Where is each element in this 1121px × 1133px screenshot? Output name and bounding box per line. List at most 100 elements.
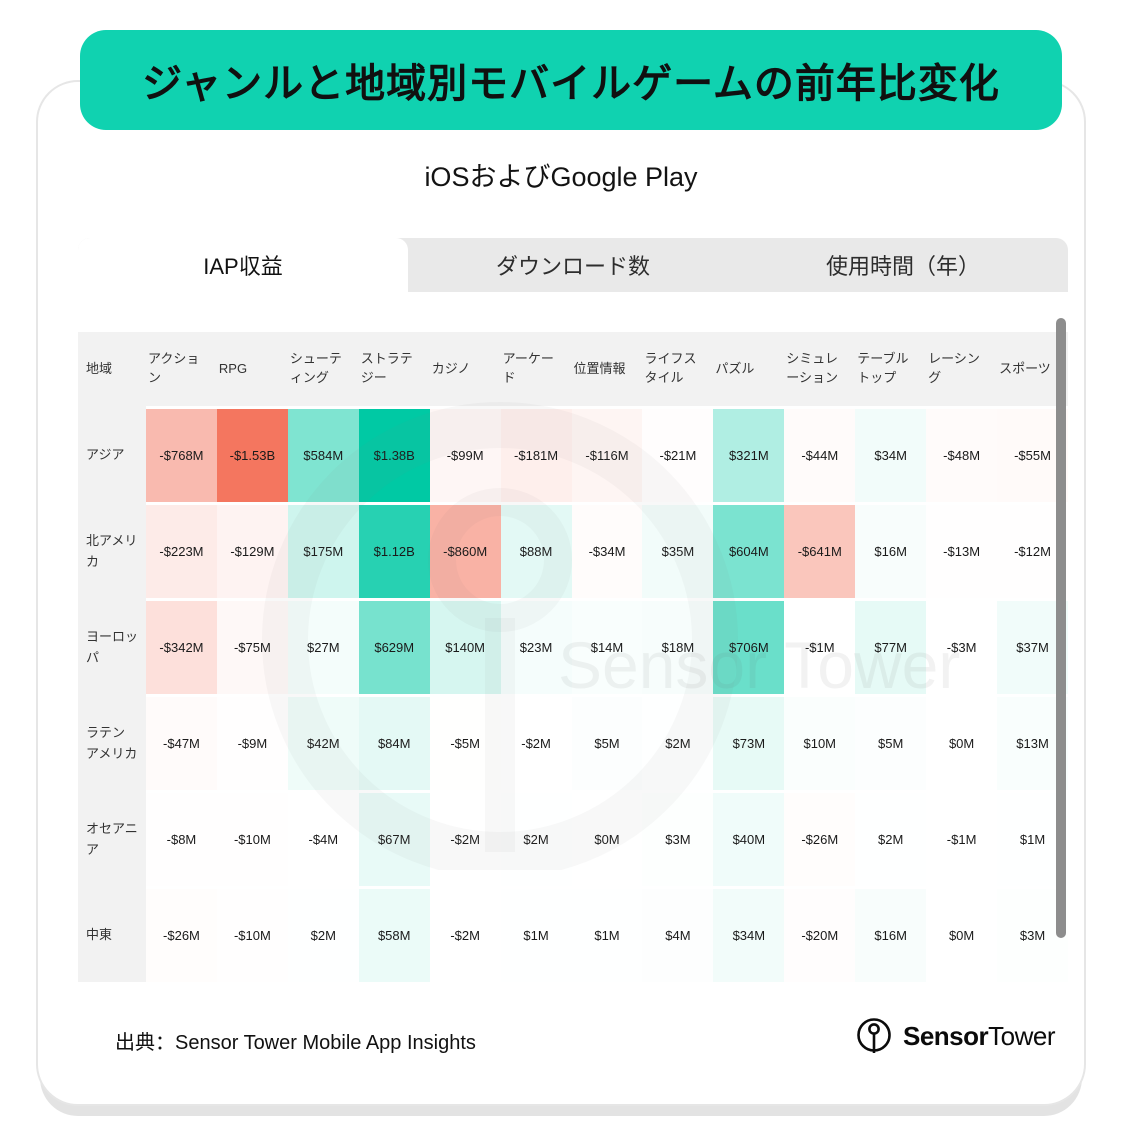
heatmap-cell: -$1M [926, 793, 998, 886]
region-column-background [78, 332, 146, 982]
column-header: シミュレーション [786, 351, 839, 385]
heatmap-cell: -$26M [146, 889, 217, 982]
column-header: ライフスタイル [644, 351, 697, 385]
heatmap-cell: $140M [429, 601, 501, 694]
heatmap-cell: $629M [358, 601, 430, 694]
heatmap-cell: -$116M [571, 409, 643, 502]
heatmap-cell: -$342M [146, 601, 217, 694]
heatmap-cell: $5M [855, 697, 927, 790]
heatmap-cell: $27M [287, 601, 359, 694]
row-label: 北アメリカ [86, 533, 138, 569]
heatmap-cell: $706M [713, 601, 785, 694]
heatmap-cell: -$26M [784, 793, 856, 886]
heatmap-cell: -$768M [146, 409, 217, 502]
tab-downloads[interactable]: ダウンロード数 [495, 254, 650, 279]
table-row: ラテンアメリカ -$47M -$9M $42M $84M -$5M -$2M $5M $2M $7… [78, 697, 1068, 790]
heatmap-cell: -$2M [429, 793, 501, 886]
heatmap-cell: -$4M [287, 793, 359, 886]
column-header: カジノ [431, 360, 471, 376]
heatmap-cell: $0M [926, 697, 998, 790]
heatmap-cell: -$1.53B [216, 409, 288, 502]
table-row: オセアニア -$8M -$10M -$4M $67M -$2M $2M $0M $3M $40M -… [78, 793, 1068, 886]
heatmap-cell: $88M [500, 505, 572, 598]
heatmap-cell: $5M [571, 697, 643, 790]
heatmap-cell: -$223M [146, 505, 217, 598]
heatmap-cell: -$181M [500, 409, 572, 502]
heatmap-cell: $0M [571, 793, 643, 886]
heatmap-cell: $16M [855, 889, 927, 982]
heatmap-cell: $67M [358, 793, 430, 886]
row-label: ヨーロッパ [86, 629, 139, 665]
column-header: アクション [148, 351, 200, 385]
subtitle: iOSおよびGoogle Play [424, 162, 698, 192]
table-row: 中東 -$26M -$10M $2M $58M -$2M $1M $1M $4M $34M -$20… [78, 889, 1068, 982]
heatmap-cell: $42M [287, 697, 359, 790]
heatmap-cell: $73M [713, 697, 785, 790]
column-header: RPG [218, 360, 248, 376]
heatmap-cell: $2M [287, 889, 359, 982]
heatmap-cell: $35M [642, 505, 714, 598]
heatmap-cell: $34M [855, 409, 927, 502]
heatmap-cell: -$44M [784, 409, 856, 502]
heatmap-cell: $321M [713, 409, 785, 502]
heatmap-cell: -$5M [429, 697, 501, 790]
sensor-tower-logo: SensorTower [854, 1016, 1056, 1056]
row-label: アジア [86, 447, 125, 463]
heatmap-cell: $2M [855, 793, 927, 886]
column-header: 位置情報 [573, 360, 626, 376]
heatmap-cell: -$99M [429, 409, 501, 502]
heatmap-cell: -$75M [216, 601, 288, 694]
tab-usage-time[interactable]: 使用時間（年） [825, 254, 980, 279]
table-header: 地域 アクション RPG シューティング ストラテジー カジノ アーケード 位置情報 ライフスタ… [78, 332, 1068, 406]
heatmap-cell: $18M [642, 601, 714, 694]
heatmap-cell: -$10M [216, 889, 288, 982]
column-header: レーシング [928, 351, 980, 385]
row-label: 中東 [86, 927, 113, 943]
heatmap-cell: $23M [500, 601, 572, 694]
source-note: 出典：Sensor Tower Mobile App Insights [115, 1032, 476, 1054]
heatmap-cell: $1.12B [358, 505, 430, 598]
tab-iap-revenue[interactable]: IAP収益 [78, 238, 408, 292]
heatmap-cell: $1M [500, 889, 572, 982]
heatmap-cell: -$9M [216, 697, 288, 790]
heatmap-cell: $58M [358, 889, 430, 982]
scrollbar[interactable] [1056, 318, 1066, 938]
heatmap-cell: -$10M [216, 793, 288, 886]
title-banner: ジャンルと地域別モバイルゲームの前年比変化 [80, 30, 1062, 130]
column-header: スポーツ [999, 360, 1051, 376]
heatmap-cell: $2M [500, 793, 572, 886]
heatmap-cell: $3M [642, 793, 714, 886]
heatmap-cell: -$1M [784, 601, 856, 694]
heatmap-cell: $84M [358, 697, 430, 790]
heatmap-cell: $2M [642, 697, 714, 790]
heatmap-cell: -$129M [216, 505, 288, 598]
table-row: ヨーロッパ -$342M -$75M $27M $629M $140M $23M $14M $1… [78, 601, 1068, 694]
heatmap-cell: -$8M [146, 793, 217, 886]
heatmap-cell: -$3M [926, 601, 998, 694]
heatmap-cell: $14M [571, 601, 643, 694]
heatmap-cell: -$20M [784, 889, 856, 982]
heatmap-cell: -$21M [642, 409, 714, 502]
heatmap-cell: -$2M [500, 697, 572, 790]
row-label: オセアニア [86, 821, 138, 857]
table-body: アジア -$768M -$1.53B $584M $1.38B -$99M -$181M -$… [78, 409, 1068, 982]
column-header: ストラテジー [360, 351, 413, 385]
row-label: ラテンアメリカ [86, 725, 138, 761]
tab-bar: IAP収益 ダウンロード数 使用時間（年） [78, 238, 1068, 292]
table-row: 北アメリカ -$223M -$129M $175M $1.12B -$860M $88M -$… [78, 505, 1068, 598]
heatmap-cell: $34M [713, 889, 785, 982]
heatmap-cell: $40M [713, 793, 785, 886]
heatmap-cell: $4M [642, 889, 714, 982]
heatmap-cell: $584M [287, 409, 359, 502]
heatmap-cell: -$47M [146, 697, 217, 790]
heatmap-cell: $10M [784, 697, 856, 790]
sensor-tower-logo-icon [857, 1018, 891, 1053]
heatmap-cell: -$13M [926, 505, 998, 598]
table-row: アジア -$768M -$1.53B $584M $1.38B -$99M -$181M -$… [78, 409, 1068, 502]
heatmap-cell: $1M [571, 889, 643, 982]
column-header: アーケード [502, 351, 554, 385]
column-header: パズル [715, 360, 755, 376]
heatmap-cell: $0M [926, 889, 998, 982]
heatmap-cell: -$641M [784, 505, 856, 598]
heatmap-cell: $77M [855, 601, 927, 694]
